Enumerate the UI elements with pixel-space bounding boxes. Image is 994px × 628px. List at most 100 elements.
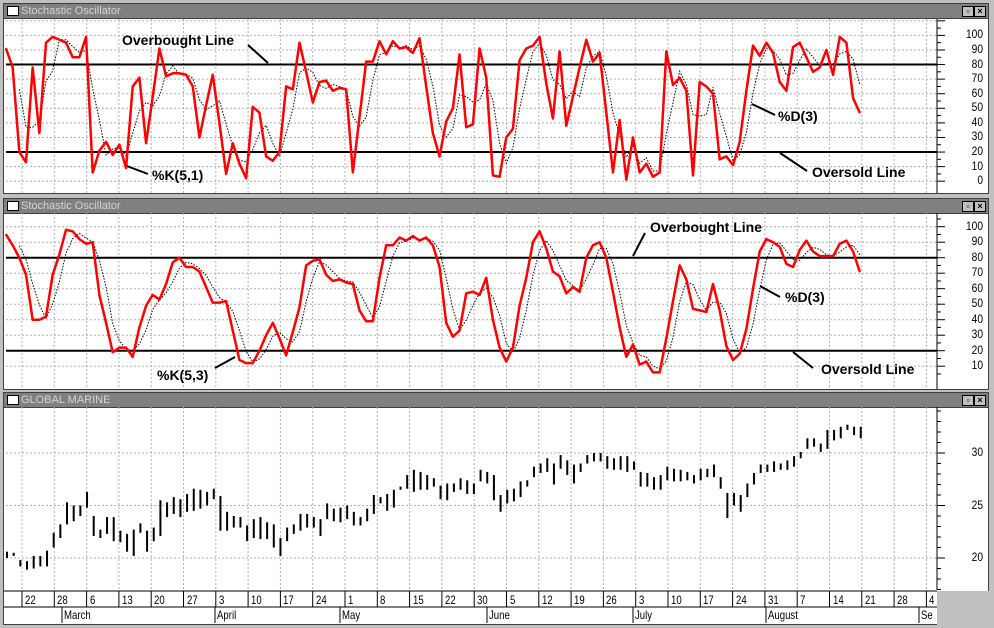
y-tick-label: 40 bbox=[971, 311, 983, 326]
k-data-point bbox=[845, 239, 848, 242]
k-data-point bbox=[345, 281, 347, 284]
k-data-point bbox=[98, 294, 101, 296]
panel-titlebar[interactable]: Stochastic Oscillator ▫ × bbox=[4, 199, 988, 214]
window-menu-icon[interactable] bbox=[7, 395, 19, 405]
k-data-point bbox=[91, 241, 94, 243]
k-data-point bbox=[258, 349, 261, 352]
k-data-point bbox=[798, 249, 801, 251]
k-data-point bbox=[565, 124, 568, 127]
k-data-point bbox=[572, 95, 574, 98]
window-menu-icon[interactable] bbox=[7, 201, 19, 211]
scroll-corner bbox=[937, 591, 990, 625]
restore-icon[interactable]: ▫ bbox=[962, 201, 974, 212]
close-icon[interactable]: × bbox=[974, 201, 986, 212]
k-data-point bbox=[318, 81, 321, 83]
month-label: April bbox=[217, 608, 237, 622]
k-data-point bbox=[165, 75, 167, 78]
month-label: June bbox=[489, 608, 510, 622]
day-label: 28 bbox=[57, 593, 68, 607]
day-label: 17 bbox=[283, 593, 295, 607]
k-data-point bbox=[732, 164, 734, 166]
panel-titlebar[interactable]: GLOBAL MARINE ▫ × bbox=[4, 393, 988, 408]
k-data-point bbox=[111, 351, 114, 354]
day-label: 4 bbox=[929, 593, 935, 607]
annotation-oversold-1: Oversold Line bbox=[812, 164, 906, 180]
k-data-point bbox=[792, 46, 794, 48]
restore-icon[interactable]: ▫ bbox=[962, 6, 974, 17]
k-data-point bbox=[25, 161, 27, 164]
k-data-point bbox=[592, 60, 594, 63]
k-data-point bbox=[632, 343, 634, 346]
day-label: 19 bbox=[574, 593, 585, 607]
annotation-pointer bbox=[247, 44, 269, 64]
k-data-point bbox=[231, 329, 234, 332]
k-data-point bbox=[278, 151, 281, 153]
k-data-point bbox=[665, 50, 668, 53]
k-data-point bbox=[718, 309, 721, 312]
k-data-point bbox=[131, 85, 134, 88]
k-data-point bbox=[31, 66, 34, 69]
k-data-point bbox=[625, 356, 628, 358]
annotation-pointer bbox=[759, 285, 781, 298]
k-data-point bbox=[858, 270, 861, 273]
window-menu-icon[interactable] bbox=[7, 6, 19, 16]
day-label: 12 bbox=[541, 593, 553, 607]
k-data-point bbox=[578, 66, 581, 69]
panel-titlebar[interactable]: Stochastic Oscillator ▫ × bbox=[4, 4, 988, 19]
day-label: 24 bbox=[315, 593, 327, 607]
k-data-point bbox=[145, 142, 147, 145]
close-icon[interactable]: × bbox=[974, 395, 986, 406]
k-data-point bbox=[712, 92, 714, 95]
k-data-point bbox=[345, 88, 347, 91]
k-data-point bbox=[358, 309, 361, 312]
k-data-point bbox=[298, 41, 301, 44]
close-icon[interactable]: × bbox=[974, 6, 986, 17]
k-data-point bbox=[265, 334, 267, 337]
restore-icon[interactable]: ▫ bbox=[962, 395, 974, 406]
k-data-point bbox=[51, 36, 54, 38]
k-data-point bbox=[505, 136, 508, 139]
annotation-pointer bbox=[751, 103, 776, 116]
k-data-point bbox=[638, 171, 641, 174]
k-data-point bbox=[758, 55, 761, 57]
k-data-point bbox=[178, 256, 181, 259]
k-data-point bbox=[378, 277, 381, 279]
k-data-point bbox=[658, 171, 661, 174]
k-data-point bbox=[105, 322, 107, 324]
k-data-point bbox=[412, 52, 414, 54]
k-data-point bbox=[538, 36, 541, 38]
k-data-point bbox=[18, 151, 21, 153]
day-label: 22 bbox=[25, 593, 36, 607]
k-data-point bbox=[552, 117, 554, 120]
k-data-point bbox=[645, 360, 648, 363]
y-tick-label: 10 bbox=[971, 158, 983, 173]
month-label: July bbox=[635, 608, 653, 622]
k-data-point bbox=[145, 304, 147, 307]
y-tick-label: 10 bbox=[971, 358, 983, 373]
k-data-point bbox=[658, 371, 661, 374]
k-data-point bbox=[625, 178, 628, 181]
k-data-point bbox=[98, 149, 101, 152]
k-data-point bbox=[678, 76, 681, 79]
k-data-point bbox=[225, 173, 227, 175]
k-data-point bbox=[138, 76, 141, 79]
k-data-point bbox=[131, 356, 134, 358]
k-data-point bbox=[158, 298, 161, 301]
y-tick-label: 60 bbox=[971, 280, 983, 295]
y-tick-label: 30 bbox=[971, 445, 983, 459]
panel-stochastic-2: Stochastic Oscillator ▫ × bbox=[3, 198, 989, 390]
k-data-point bbox=[765, 238, 768, 240]
k-data-point bbox=[445, 322, 448, 324]
k-data-point bbox=[158, 47, 161, 50]
k-data-point bbox=[672, 300, 674, 302]
k-data-point bbox=[385, 53, 387, 56]
annotation-oversold-2: Oversold Line bbox=[821, 361, 915, 377]
k-data-point bbox=[91, 171, 94, 174]
k-data-point bbox=[272, 322, 274, 324]
day-label: 7 bbox=[800, 593, 806, 607]
k-data-point bbox=[512, 346, 514, 349]
day-label: 10 bbox=[671, 593, 682, 607]
k-data-point bbox=[105, 141, 107, 143]
y-tick-label: 0 bbox=[977, 173, 983, 188]
k-data-point bbox=[685, 278, 688, 281]
